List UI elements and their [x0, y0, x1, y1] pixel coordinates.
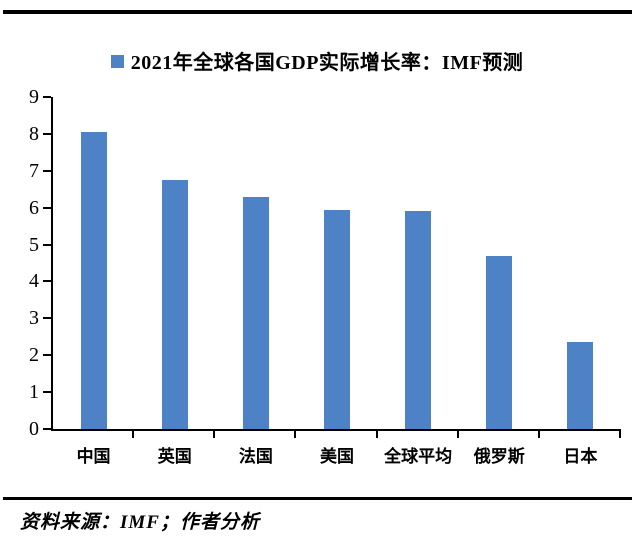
- y-axis-tick: [43, 243, 51, 246]
- y-axis-tick: [43, 96, 51, 98]
- y-axis-tick-label: 8: [29, 122, 39, 145]
- bar: [486, 255, 513, 429]
- x-axis-tick: [619, 431, 621, 438]
- chart-legend: 2021年全球各国GDP实际增长率：IMF预测: [0, 46, 634, 74]
- bar: [242, 196, 269, 429]
- x-axis-category-label: 法国: [238, 447, 273, 466]
- x-axis-category-label: 日本: [563, 447, 598, 466]
- bar: [80, 132, 107, 429]
- y-axis-tick-label: 3: [29, 307, 39, 330]
- y-axis-tick-label: 5: [29, 233, 39, 256]
- x-axis-tick: [213, 431, 216, 438]
- legend-marker-swatch: [110, 54, 124, 68]
- y-axis-tick-label: 1: [29, 381, 39, 404]
- y-axis-tick: [43, 354, 51, 357]
- x-axis-tick: [294, 431, 297, 438]
- y-axis-tick-label: 6: [29, 196, 39, 219]
- bottom-divider: [3, 497, 632, 500]
- bar: [161, 180, 188, 429]
- x-axis-tick: [375, 431, 378, 438]
- y-axis-tick-label: 7: [29, 159, 39, 182]
- x-axis-tick: [132, 431, 135, 438]
- x-axis-category-label: 美国: [319, 447, 354, 466]
- source-note: 资料来源：IMF；作者分析: [20, 512, 260, 533]
- y-axis-tick: [43, 280, 51, 283]
- x-axis-tick: [456, 431, 459, 438]
- y-axis-tick: [43, 206, 51, 209]
- y-axis-tick: [43, 428, 51, 430]
- x-axis-category-label: 全球平均: [384, 447, 453, 466]
- x-axis-category-label: 中国: [76, 447, 111, 466]
- y-axis-tick-label: 9: [29, 86, 39, 108]
- x-axis-category-label: 俄罗斯: [473, 447, 525, 466]
- top-divider: [3, 10, 632, 14]
- chart-title: 2021年全球各国GDP实际增长率：IMF预测: [130, 51, 524, 74]
- x-axis-category-label: 英国: [157, 447, 192, 466]
- y-axis-tick-label: 0: [29, 418, 39, 440]
- bar: [567, 342, 594, 429]
- y-axis-tick-label: 4: [29, 270, 39, 293]
- plot-area: 0 1 2 3 4 5 6 7 8 9 中国 英国 法国 美国 全球平均 俄罗斯 日本: [29, 86, 621, 466]
- y-axis-tick: [43, 132, 51, 135]
- y-axis-tick: [43, 317, 51, 320]
- bar: [405, 211, 432, 429]
- x-axis-tick: [537, 431, 540, 438]
- y-axis-tick-label: 2: [29, 344, 39, 367]
- y-axis-tick: [43, 169, 51, 172]
- bar: [324, 209, 350, 429]
- y-axis-tick: [43, 391, 51, 394]
